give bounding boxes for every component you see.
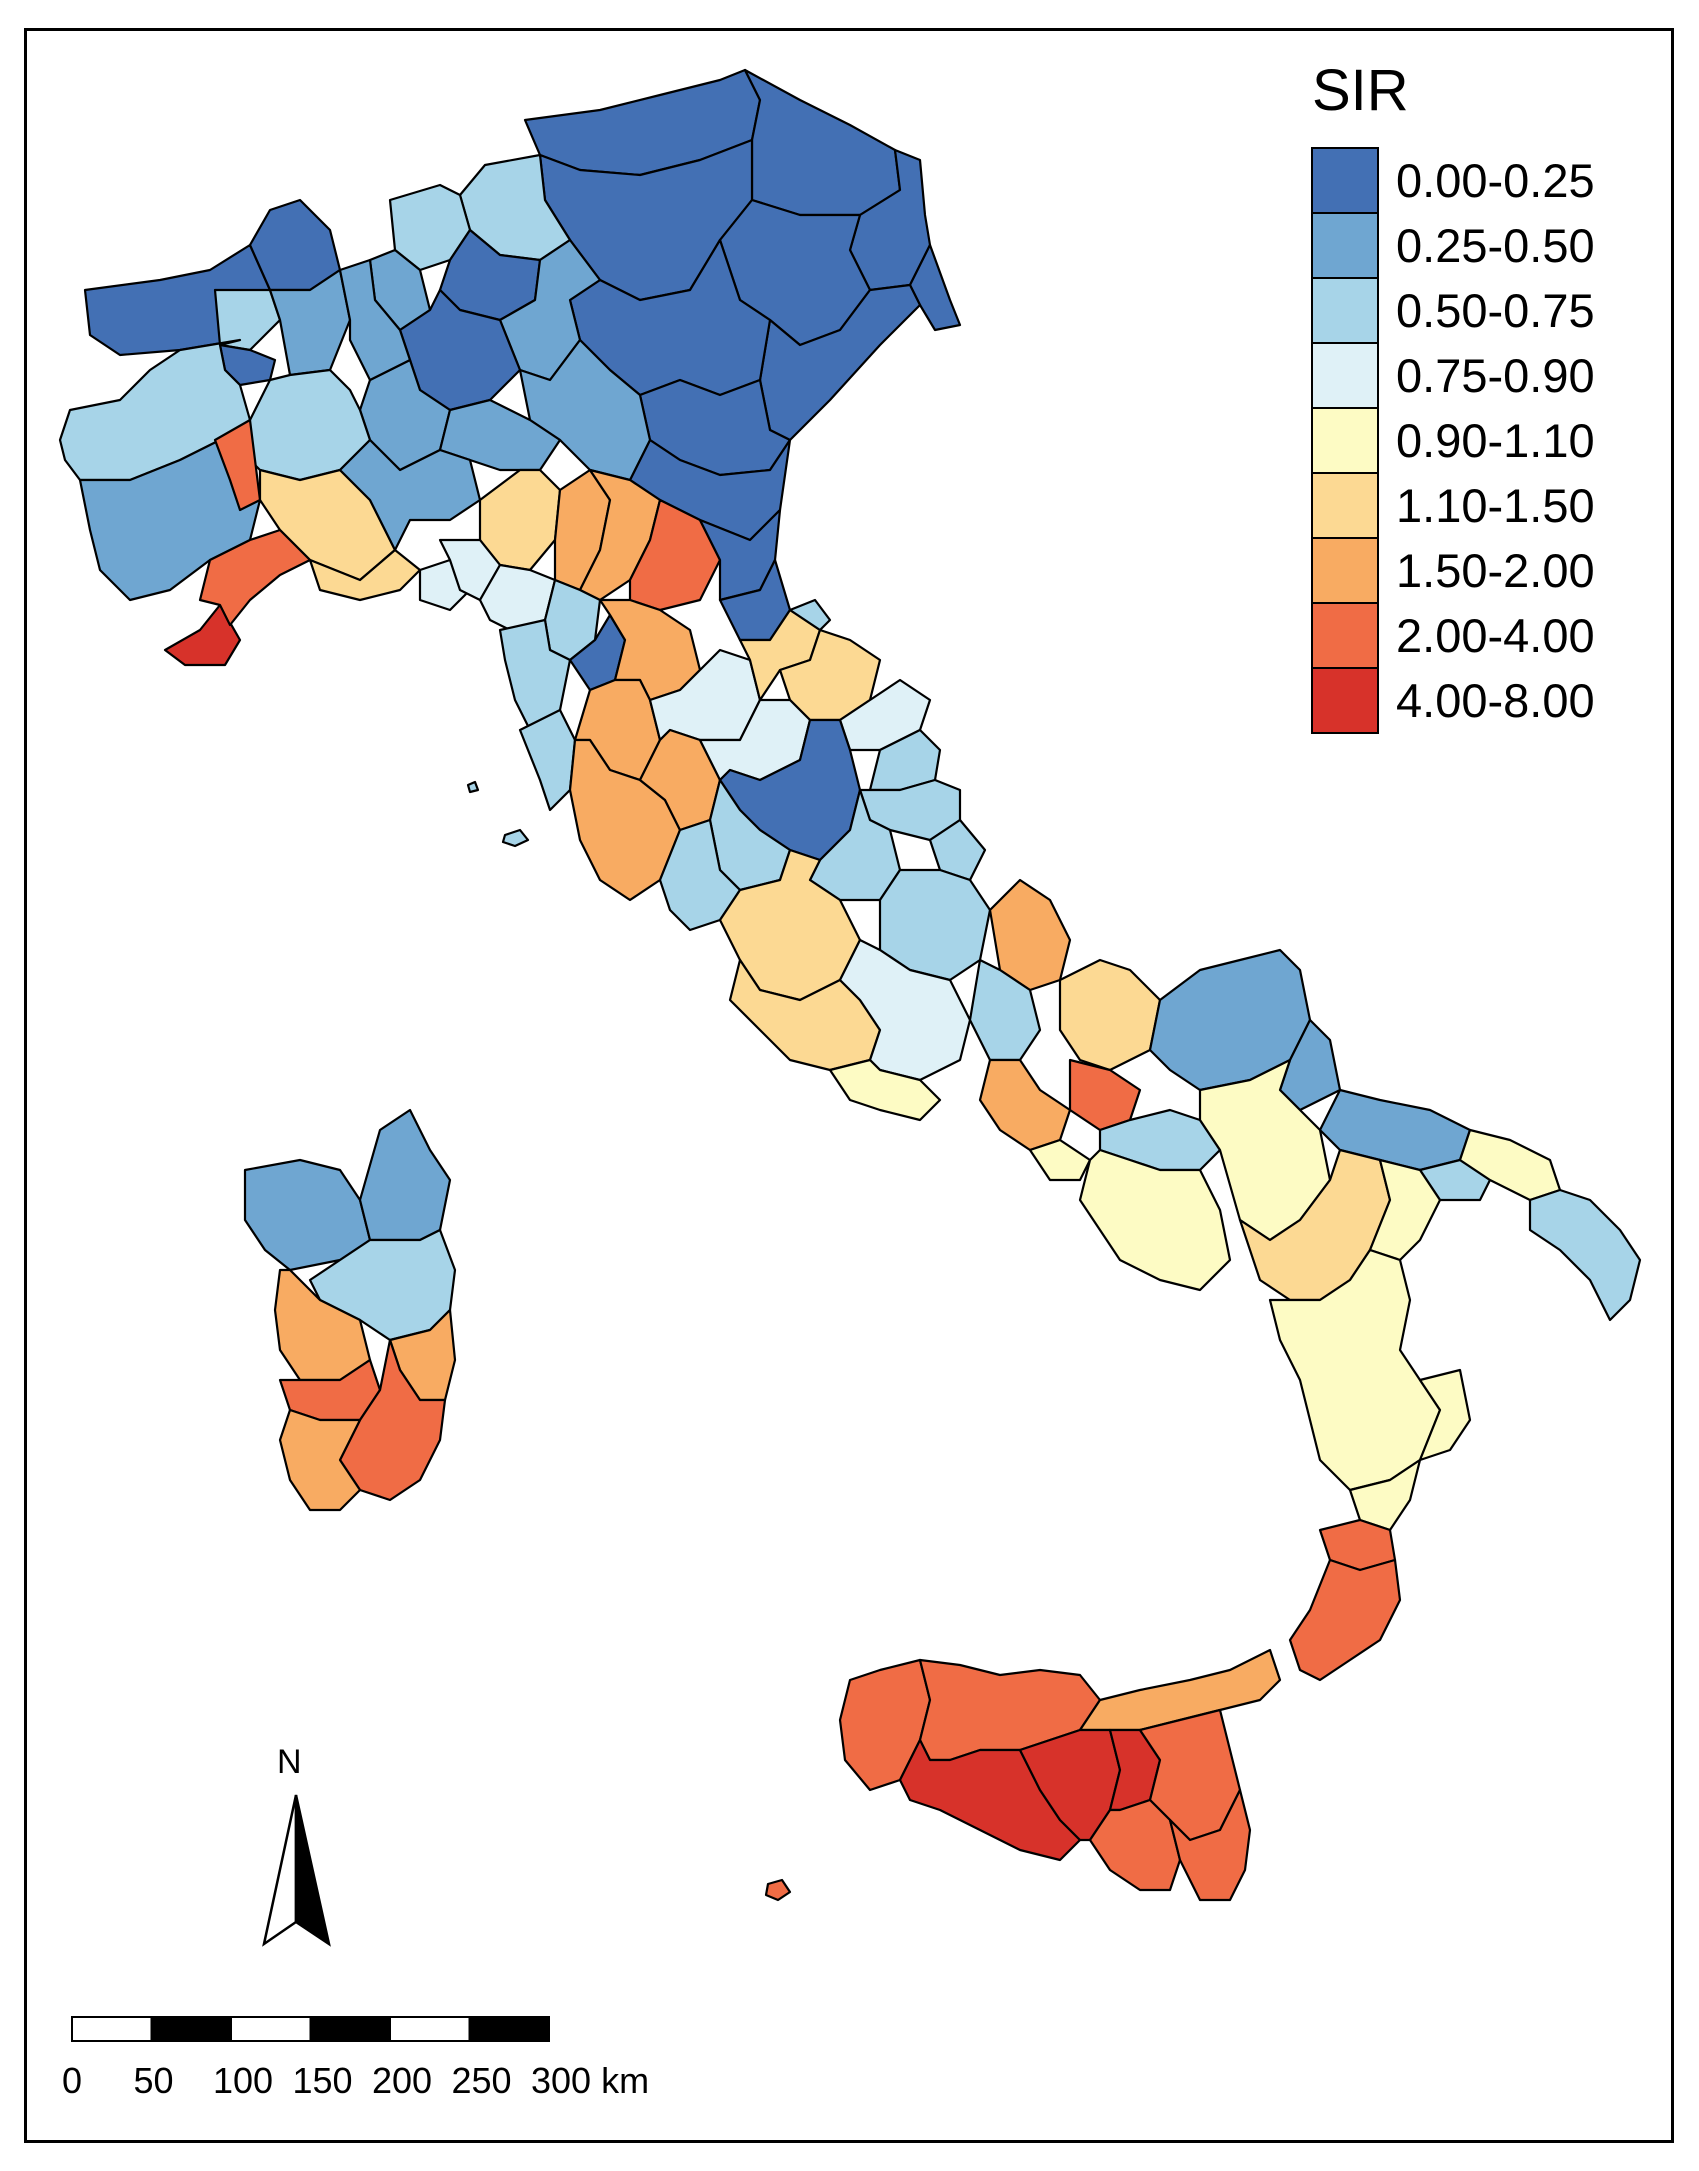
scale-bar-tick-1: 50 bbox=[134, 2060, 174, 2101]
region-napoli bbox=[1028, 1138, 1092, 1182]
region-latina bbox=[828, 1058, 942, 1122]
scale-bar-tick-3: 150 bbox=[293, 2060, 353, 2101]
legend-label-6: 1.50-2.00 bbox=[1396, 544, 1595, 597]
region-cuneo-ligure bbox=[213, 418, 262, 512]
region-imperia bbox=[163, 603, 242, 667]
scale-bar-segment-0 bbox=[71, 2016, 153, 2042]
scale-bar-segment-5 bbox=[468, 2016, 550, 2042]
region-novara bbox=[338, 258, 412, 382]
north-arrow: N bbox=[262, 1743, 331, 1947]
region-carbonia bbox=[278, 1408, 362, 1512]
legend-swatch-7 bbox=[1311, 602, 1379, 669]
region-genova bbox=[308, 548, 422, 602]
region-ancona bbox=[788, 598, 832, 632]
region-messina bbox=[1078, 1648, 1282, 1732]
scale-bar-tick-2: 100 bbox=[213, 2060, 273, 2101]
scale-bar-tick-6: 300 km bbox=[531, 2060, 649, 2101]
legend-label-8: 4.00-8.00 bbox=[1396, 674, 1595, 727]
north-arrow-label: N bbox=[277, 1743, 302, 1781]
scale-bar-segment-1 bbox=[150, 2016, 232, 2042]
scale-bar-tick-0: 0 bbox=[62, 2060, 82, 2101]
region-siracusa bbox=[1168, 1788, 1252, 1902]
region-elba bbox=[501, 828, 530, 848]
region-biella bbox=[213, 288, 282, 352]
legend-label-3: 0.75-0.90 bbox=[1396, 349, 1595, 402]
region-vercelli bbox=[268, 268, 352, 377]
north-arrow-right-half-icon bbox=[294, 1794, 331, 1947]
legend-swatch-4 bbox=[1311, 407, 1379, 474]
scale-bar-segment-4 bbox=[389, 2016, 471, 2042]
region-reggio-calabria bbox=[1288, 1558, 1402, 1682]
legend-label-0: 0.00-0.25 bbox=[1396, 154, 1595, 207]
north-arrow-left-half-icon bbox=[262, 1794, 298, 1947]
legend-swatch-0 bbox=[1311, 147, 1379, 214]
region-olbia bbox=[358, 1108, 452, 1242]
legend-items: 0.00-0.25 0.25-0.50 0.50-0.75 0.75-0.90 0.90… bbox=[1311, 147, 1595, 734]
region-campobasso bbox=[1058, 958, 1162, 1072]
region-taranto-w bbox=[1368, 1158, 1442, 1262]
region-livorno bbox=[518, 708, 577, 812]
region-savona bbox=[198, 528, 312, 627]
legend: SIR 0.00-0.25 0.25-0.50 0.50-0.75 0.75-0.90… bbox=[1311, 58, 1595, 734]
region-pescara bbox=[928, 818, 987, 882]
legend-swatch-3 bbox=[1311, 342, 1379, 409]
region-piacenza-pv bbox=[338, 438, 482, 552]
legend-swatch-5 bbox=[1311, 472, 1379, 539]
scale-bar-segment-2 bbox=[230, 2016, 312, 2042]
legend-swatch-8 bbox=[1311, 667, 1379, 734]
legend-label-7: 2.00-4.00 bbox=[1396, 609, 1595, 662]
scale-bar-tick-4: 200 bbox=[372, 2060, 432, 2101]
map-regions bbox=[58, 68, 1642, 1902]
scale-bar-segment-3 bbox=[309, 2016, 391, 2042]
legend-label-4: 0.90-1.10 bbox=[1396, 414, 1595, 467]
region-pantelleria bbox=[764, 1878, 792, 1902]
region-capraia bbox=[466, 780, 480, 794]
legend-label-5: 1.10-1.50 bbox=[1396, 479, 1595, 532]
region-modena bbox=[578, 468, 662, 602]
scale-bar-tick-5: 250 bbox=[452, 2060, 512, 2101]
scale-bar: 0 50 100 150 200 250 300 km bbox=[62, 2016, 649, 2101]
region-belluno bbox=[743, 68, 902, 217]
region-vco bbox=[248, 198, 342, 292]
legend-title: SIR bbox=[1312, 58, 1409, 123]
legend-swatch-2 bbox=[1311, 277, 1379, 344]
legend-label-2: 0.50-0.75 bbox=[1396, 284, 1595, 337]
legend-label-1: 0.25-0.50 bbox=[1396, 219, 1595, 272]
region-lecce bbox=[1528, 1188, 1642, 1322]
region-salerno bbox=[1078, 1148, 1232, 1292]
legend-swatch-1 bbox=[1311, 212, 1379, 279]
region-crotone bbox=[1418, 1368, 1472, 1462]
legend-swatch-6 bbox=[1311, 537, 1379, 604]
region-ascoli bbox=[838, 678, 932, 752]
region-caserta bbox=[978, 1058, 1072, 1152]
